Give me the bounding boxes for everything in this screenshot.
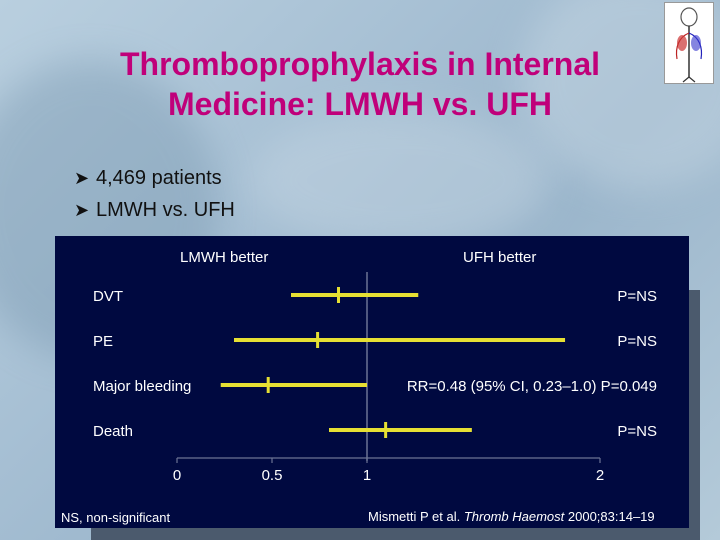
anatomy-logo <box>664 2 714 84</box>
arrow-bullet-icon: ➤ <box>74 168 90 188</box>
x-tick-label: 2 <box>596 467 604 484</box>
title-line-2: Medicine: LMWH vs. UFH <box>167 86 552 122</box>
bullet-item: ➤ LMWH vs. UFH <box>74 194 235 226</box>
x-tick-label: 0.5 <box>262 467 283 484</box>
x-tick-label: 1 <box>363 467 371 484</box>
citation: Mismetti P et al. Thromb Haemost 2000;83… <box>368 509 655 524</box>
left-direction-label: LMWH better <box>180 249 268 266</box>
row-label: Major bleeding <box>93 378 191 395</box>
row-stat: P=NS <box>617 333 657 350</box>
forest-plot: LMWH better UFH better DVT P=NS PE P=NS Majo… <box>61 249 657 525</box>
row-label: DVT <box>93 288 123 305</box>
slide-title: Thromboprophylaxis in Internal Medicine:… <box>60 44 660 124</box>
arrow-bullet-icon: ➤ <box>74 200 90 220</box>
row-label: Death <box>93 423 133 440</box>
row-label: PE <box>93 333 113 350</box>
row-stat: P=NS <box>617 423 657 440</box>
x-tick-label: 0 <box>173 467 181 484</box>
bullet-list: ➤ 4,469 patients ➤ LMWH vs. UFH <box>74 162 235 226</box>
forest-plot-panel: LMWH better UFH better DVT P=NS PE P=NS Majo… <box>55 236 689 528</box>
right-direction-label: UFH better <box>463 249 536 266</box>
row-stat: RR=0.48 (95% CI, 0.23–1.0) P=0.049 <box>407 378 657 395</box>
footnote: NS, non-significant <box>61 510 170 525</box>
bullet-item: ➤ 4,469 patients <box>74 162 235 194</box>
row-stat: P=NS <box>617 288 657 305</box>
title-line-1: Thromboprophylaxis in Internal <box>119 46 601 82</box>
